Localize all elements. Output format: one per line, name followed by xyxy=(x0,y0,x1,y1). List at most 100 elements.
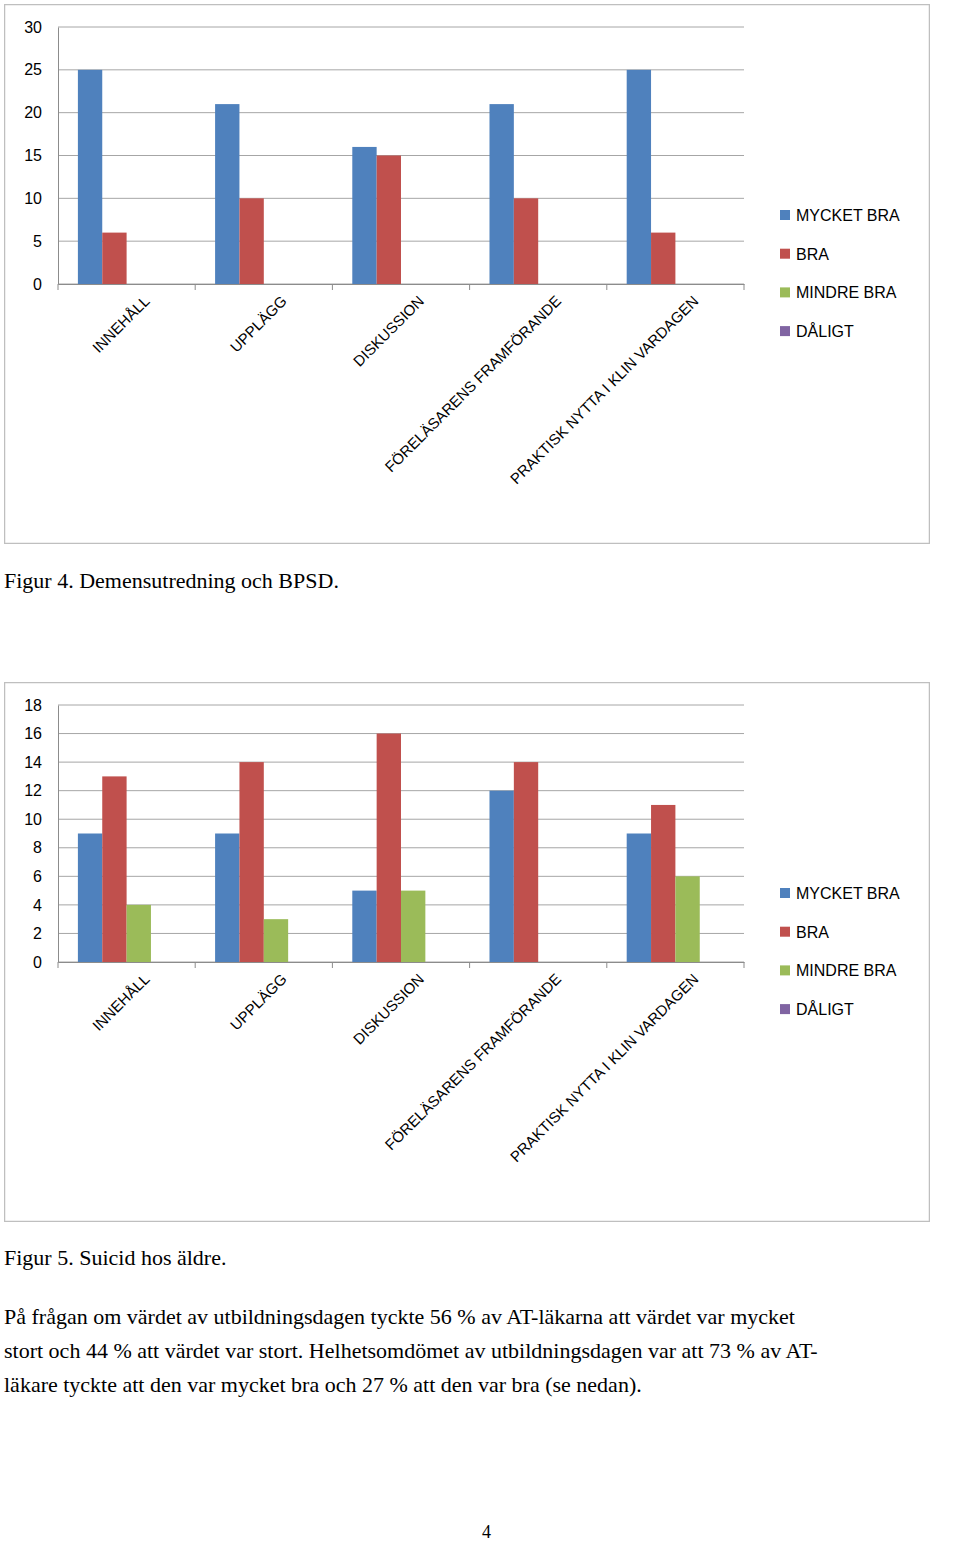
bar xyxy=(538,962,562,963)
legend-item: BRA xyxy=(780,924,829,941)
bars xyxy=(78,70,676,284)
x-tick: INNEHÅLL xyxy=(89,284,153,356)
y-tick: 2 xyxy=(33,925,58,942)
y-tick-label: 10 xyxy=(24,190,42,207)
bar xyxy=(352,147,376,284)
paragraph-line: läkare tyckte att den var mycket bra och… xyxy=(4,1372,642,1398)
legend-label: BRA xyxy=(796,246,829,263)
x-boundary-tick xyxy=(606,962,607,968)
grid xyxy=(58,27,744,284)
bar xyxy=(151,284,175,285)
bar xyxy=(425,962,449,963)
x-tick-label: DISKUSSION xyxy=(350,970,427,1047)
x-boundary-tick xyxy=(744,284,745,290)
bar xyxy=(215,104,239,284)
legend-label: DÅLIGT xyxy=(796,322,854,340)
y-tick-label: 10 xyxy=(24,811,42,828)
bar xyxy=(151,962,175,963)
x-tick: DISKUSSION xyxy=(350,284,427,370)
bar xyxy=(489,791,513,962)
bar xyxy=(377,156,401,285)
y-tick: 25 xyxy=(24,61,58,78)
y-tick: 12 xyxy=(24,782,58,799)
y-axis-line xyxy=(58,28,59,285)
x-boundary-tick xyxy=(195,284,196,290)
y-tick-label: 18 xyxy=(24,697,42,714)
bar xyxy=(675,284,699,285)
y-tick: 10 xyxy=(24,190,58,207)
x-tick-label: PRAKTISK NYTTA I KLIN VARDAGEN xyxy=(507,970,702,1165)
bar xyxy=(627,834,651,963)
grid-line xyxy=(58,27,744,28)
bar xyxy=(651,805,675,962)
legend-label: MINDRE BRA xyxy=(796,284,897,301)
bar xyxy=(264,284,288,285)
y-tick-label: 14 xyxy=(24,754,42,771)
legend-swatch xyxy=(780,287,790,297)
chart: 024681012141618INNEHÅLLUPPLÄGGDISKUSSION… xyxy=(4,682,930,1222)
x-tick: UPPLÄGG xyxy=(227,962,290,1033)
bar xyxy=(700,284,724,285)
paragraph-line: stort och 44 % att värdet var stort. Hel… xyxy=(4,1338,818,1364)
bar xyxy=(377,734,401,962)
x-boundary-tick xyxy=(332,962,333,968)
y-tick: 14 xyxy=(24,754,58,771)
chart-frame xyxy=(5,683,930,1222)
y-axis: 024681012141618 xyxy=(24,697,58,971)
x-boundary-tick xyxy=(469,284,470,290)
legend-item: MYCKET BRA xyxy=(780,207,900,224)
bar xyxy=(102,233,126,284)
bar xyxy=(239,198,263,284)
page-number: 4 xyxy=(482,1522,491,1543)
y-tick-label: 12 xyxy=(24,782,42,799)
bar xyxy=(401,891,425,962)
legend-item: MINDRE BRA xyxy=(780,284,897,301)
chart-frame xyxy=(5,5,930,544)
x-boundary-tick xyxy=(744,962,745,968)
x-axis-line xyxy=(59,962,745,963)
bar xyxy=(78,834,102,963)
bar xyxy=(675,876,699,962)
bar xyxy=(514,762,538,962)
legend-item: DÅLIGT xyxy=(780,322,854,340)
legend-swatch xyxy=(780,210,790,220)
x-tick: PRAKTISK NYTTA I KLIN VARDAGEN xyxy=(507,962,702,1165)
bar xyxy=(78,70,102,284)
bar xyxy=(352,891,376,962)
caption: Figur 5. Suicid hos äldre. xyxy=(4,1245,226,1271)
x-tick-label: DISKUSSION xyxy=(350,292,427,369)
legend-swatch xyxy=(780,927,790,937)
y-tick-label: 0 xyxy=(33,954,42,971)
grid xyxy=(58,705,744,962)
bar xyxy=(627,70,651,284)
y-tick-label: 5 xyxy=(33,233,42,250)
x-tick-label: PRAKTISK NYTTA I KLIN VARDAGEN xyxy=(507,292,702,487)
y-tick-label: 16 xyxy=(24,725,42,742)
x-tick-label: INNEHÅLL xyxy=(89,970,153,1034)
bar xyxy=(401,284,425,285)
legend-label: MYCKET BRA xyxy=(796,885,900,902)
y-axis-line xyxy=(58,706,59,963)
x-boundary-tick xyxy=(195,962,196,968)
bar xyxy=(563,962,587,963)
legend: MYCKET BRA BRA MINDRE BRA DÅLIGT xyxy=(780,207,900,340)
bar xyxy=(215,834,239,963)
x-tick-label: UPPLÄGG xyxy=(227,292,290,355)
bar xyxy=(239,762,263,962)
bar xyxy=(264,919,288,962)
legend: MYCKET BRABRAMINDRE BRADÅLIGT xyxy=(780,885,900,1018)
bar xyxy=(563,284,587,285)
x-axis: INNEHÅLLUPPLÄGGDISKUSSIONFÖRELÄSARENS FR… xyxy=(58,284,745,487)
y-tick: 30 xyxy=(24,19,58,36)
y-tick: 0 xyxy=(33,954,58,971)
legend-swatch xyxy=(780,249,790,259)
y-tick: 5 xyxy=(33,233,58,250)
y-tick: 6 xyxy=(33,868,58,885)
y-tick: 20 xyxy=(24,104,58,121)
y-axis: 051015202530 xyxy=(24,19,58,293)
chart: 051015202530INNEHÅLLUPPLÄGGDISKUSSIONFÖR… xyxy=(4,4,930,544)
y-tick-label: 2 xyxy=(33,925,42,942)
legend-item: DÅLIGT xyxy=(780,1000,854,1018)
legend-label: DÅLIGT xyxy=(796,1000,854,1018)
x-axis: INNEHÅLLUPPLÄGGDISKUSSIONFÖRELÄSARENS FR… xyxy=(58,962,745,1165)
